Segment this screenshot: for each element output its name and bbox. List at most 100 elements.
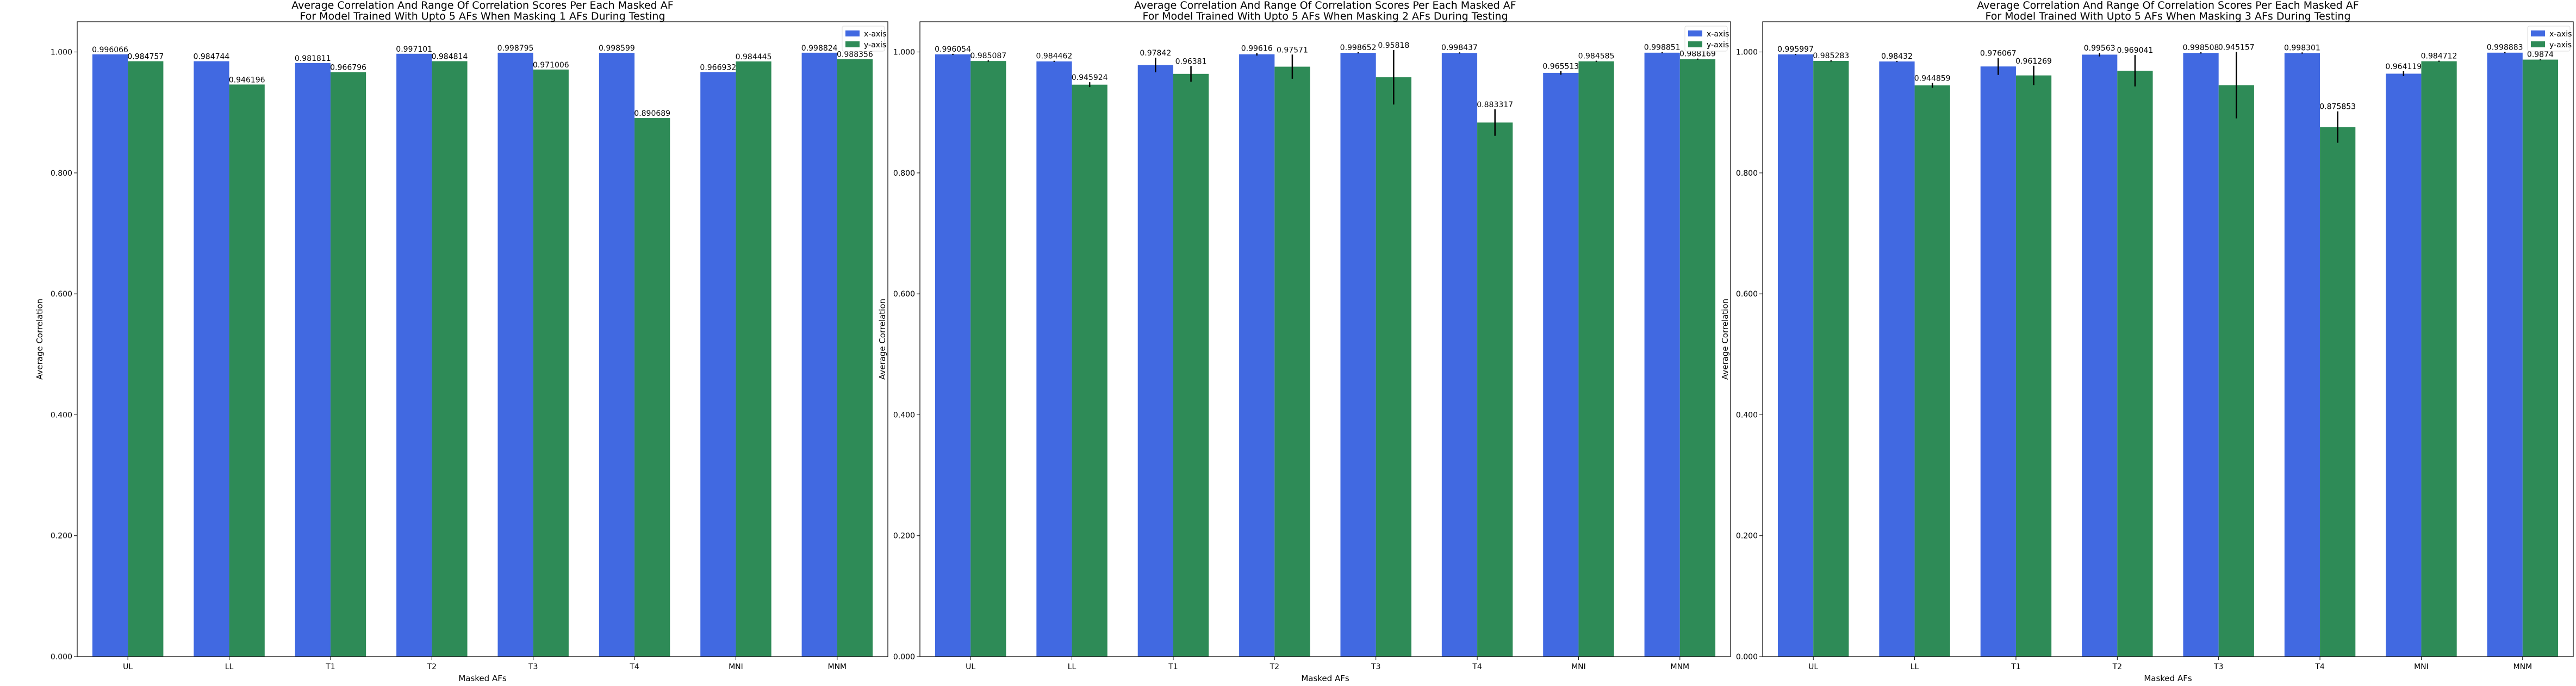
data-label: 0.988169 — [1679, 50, 1716, 59]
bar-y-axis-UL — [1813, 60, 1849, 657]
x-tick-label: T1 — [1168, 663, 1178, 671]
y-tick-label: 0.600 — [51, 290, 72, 299]
legend: x-axis y-axis — [1684, 26, 1729, 52]
legend-swatch-y-axis — [845, 41, 860, 47]
x-tick-label: T3 — [2213, 663, 2223, 671]
x-axis-label: Masked AFs — [2144, 673, 2192, 683]
x-axis-label: Masked AFs — [458, 673, 507, 683]
x-tick-label: UL — [966, 663, 975, 671]
data-label: 0.944859 — [1914, 74, 1951, 83]
data-label: 0.883317 — [1477, 101, 1513, 109]
data-label: 0.965513 — [1542, 63, 1579, 71]
x-tick-label: MNI — [2414, 663, 2429, 671]
bar-x-axis-MNM — [801, 52, 837, 657]
legend-label: y-axis — [1707, 41, 1729, 50]
legend-label: x-axis — [864, 30, 886, 39]
x-tick-label: T2 — [1270, 663, 1279, 671]
x-tick-label: T2 — [427, 663, 437, 671]
data-label: 0.984757 — [127, 53, 164, 61]
data-label: 0.985283 — [1813, 52, 1849, 60]
data-label: 0.95818 — [1378, 41, 1409, 50]
x-tick-label: T3 — [528, 663, 538, 671]
bar-y-axis-MNI — [2421, 61, 2457, 657]
bar-y-axis-T3 — [2218, 85, 2254, 657]
bar-x-axis-T2 — [1239, 54, 1275, 657]
x-axis-label: Masked AFs — [1301, 673, 1349, 683]
data-label: 0.984814 — [432, 52, 468, 61]
x-tick-label: UL — [123, 663, 133, 671]
y-tick-label: 0.000 — [1736, 653, 1758, 662]
data-label: 0.998599 — [599, 44, 635, 53]
y-tick-label: 0.400 — [51, 411, 72, 419]
data-label: 0.976067 — [1980, 50, 2017, 58]
bar-x-axis-T1 — [1137, 65, 1173, 657]
chart-title-line: For Model Trained With Upto 5 AFs When M… — [1142, 10, 1508, 22]
x-tick-label: T3 — [1371, 663, 1380, 671]
bar-y-axis-LL — [1914, 85, 1950, 657]
legend-swatch-x-axis — [2531, 30, 2545, 36]
bar-y-axis-T1 — [1173, 73, 1209, 657]
data-label: 0.998652 — [1340, 44, 1377, 52]
data-label: 0.97571 — [1277, 46, 1308, 54]
bar-x-axis-UL — [935, 54, 971, 657]
data-label: 0.945924 — [1072, 73, 1108, 82]
legend-swatch-y-axis — [2531, 41, 2545, 47]
bar-x-axis-T2 — [2082, 54, 2118, 657]
y-tick-label: 0.400 — [893, 411, 915, 419]
x-tick-label: MNM — [1670, 663, 1689, 671]
y-tick-label: 1.000 — [893, 48, 915, 57]
data-label: 0.96381 — [1175, 57, 1207, 66]
data-label: 0.875853 — [2319, 103, 2356, 112]
bar-x-axis-UL — [92, 54, 128, 657]
bar-y-axis-MNM — [2522, 59, 2559, 657]
legend-label: y-axis — [864, 41, 886, 50]
bar-y-axis-T4 — [2320, 127, 2356, 657]
bar-y-axis-T1 — [2015, 75, 2052, 657]
bar-x-axis-T4 — [2284, 53, 2320, 657]
chart-title-line: Average Correlation And Range Of Correla… — [1134, 0, 1516, 11]
legend: x-axis y-axis — [842, 26, 886, 52]
data-label: 0.984712 — [2421, 52, 2457, 60]
bar-x-axis-LL — [1036, 61, 1072, 657]
data-label: 0.966796 — [330, 63, 366, 72]
data-label: 0.996066 — [92, 46, 128, 54]
legend-swatch-x-axis — [845, 30, 860, 36]
x-tick-label: LL — [1911, 663, 1919, 671]
bar-x-axis-MNI — [2386, 73, 2422, 657]
bar-y-axis-T3 — [1376, 77, 1411, 657]
bar-y-axis-T3 — [533, 69, 569, 657]
bar-x-axis-MNI — [700, 72, 736, 657]
bar-y-axis-MNI — [1578, 61, 1614, 657]
data-label: 0.984462 — [1036, 52, 1073, 61]
y-tick-label: 0.200 — [1736, 532, 1758, 541]
x-tick-label: MNI — [729, 663, 743, 671]
bar-x-axis-T1 — [295, 63, 331, 657]
data-label: 0.998824 — [801, 44, 838, 53]
bar-x-axis-T4 — [599, 53, 635, 657]
bar-x-axis-T3 — [1340, 53, 1376, 657]
axes-frame — [1762, 21, 2574, 657]
y-axis-label: Average Correlation — [878, 299, 887, 380]
bar-y-axis-T2 — [1274, 66, 1310, 657]
bar-x-axis-T3 — [2183, 53, 2219, 657]
data-label: 0.998437 — [1441, 44, 1478, 52]
data-label: 0.946196 — [229, 76, 265, 84]
data-label: 0.890689 — [634, 109, 670, 118]
x-tick-label: MNI — [1571, 663, 1586, 671]
y-tick-label: 0.600 — [893, 290, 915, 299]
legend-label: x-axis — [2549, 30, 2572, 39]
bar-y-axis-LL — [229, 84, 265, 657]
bar-y-axis-T2 — [2117, 70, 2153, 657]
data-label: 0.971006 — [533, 61, 569, 70]
chart-panel-1: Average Correlation And Range Of Correla… — [35, 0, 888, 683]
legend: x-axis y-axis — [2527, 26, 2572, 52]
x-tick-label: T1 — [2011, 663, 2020, 671]
legend-label: y-axis — [2549, 41, 2572, 50]
x-tick-label: LL — [225, 663, 234, 671]
data-label: 0.988356 — [837, 51, 873, 59]
data-label: 0.985087 — [970, 52, 1006, 60]
bar-x-axis-MNM — [2487, 52, 2523, 657]
chart-title-line: Average Correlation And Range Of Correla… — [291, 0, 673, 11]
y-axis-label: Average Correlation — [1720, 299, 1730, 380]
